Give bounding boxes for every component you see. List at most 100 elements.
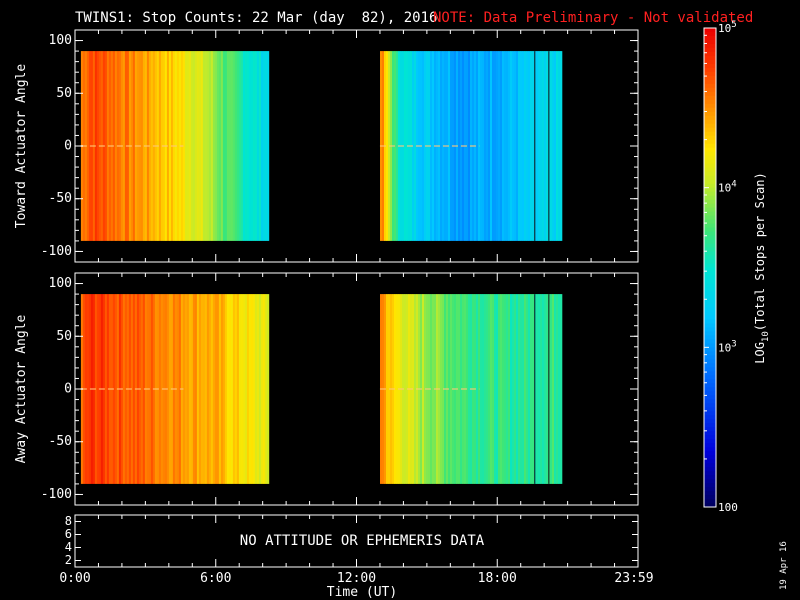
heatmap-cell: [484, 51, 487, 241]
chart-title: TWINS1: Stop Counts: 22 Mar (day 82), 20…: [75, 10, 437, 26]
colorbar-cell: [704, 79, 716, 85]
heatmap-cell: [484, 294, 487, 484]
heatmap-cell: [212, 294, 216, 484]
heatmap-cell: [430, 294, 433, 484]
heatmap-cell: [488, 294, 491, 484]
colorbar-label-main: LOG: [753, 342, 767, 364]
colorbar-cell: [704, 231, 716, 237]
colorbar-cell: [704, 423, 716, 428]
colorbar-cell: [704, 139, 716, 145]
heatmap-cell: [186, 51, 190, 241]
heatmap-cell: [506, 51, 509, 241]
colorbar-cell: [704, 343, 716, 348]
colorbar-cell: [704, 47, 716, 53]
colorbar-cell: [704, 243, 716, 249]
heatmap-cell: [230, 294, 234, 484]
colorbar-tick-base: 10: [718, 341, 731, 354]
heatmap-cell: [236, 294, 240, 484]
heatmap-cell: [210, 51, 214, 241]
y-tick-label: 100: [49, 276, 72, 291]
heatmap-cell: [150, 294, 154, 484]
colorbar-cell: [704, 87, 716, 93]
colorbar-cell: [704, 183, 716, 189]
heatmap-cell: [450, 294, 453, 484]
heatmap-cell: [254, 51, 258, 241]
colorbar-cell: [704, 431, 716, 436]
heatmap-cell: [246, 294, 250, 484]
colorbar-cell: [704, 363, 716, 368]
heatmap-cell: [212, 51, 216, 241]
colorbar-cell: [704, 359, 716, 364]
heatmap-cell: [522, 51, 525, 241]
heatmap-cell: [512, 294, 515, 484]
colorbar-cell: [704, 463, 716, 468]
colorbar-cell: [704, 267, 716, 272]
heatmap-cell: [414, 294, 417, 484]
heatmap-cell: [412, 294, 415, 484]
heatmap-cell: [386, 294, 389, 484]
colorbar-cell: [704, 271, 716, 276]
heatmap-cell: [260, 51, 264, 241]
colorbar-cell: [704, 435, 716, 440]
colorbar-cell: [704, 71, 716, 77]
heatmap-cell: [496, 51, 499, 241]
colorbar-cell: [704, 443, 716, 448]
heatmap-cell: [226, 294, 230, 484]
date-stamp: 19 Apr 16: [779, 541, 789, 590]
heatmap-cell: [264, 294, 268, 484]
heatmap-cell: [168, 51, 172, 241]
heatmap-cell: [496, 294, 499, 484]
toward-actuator-panel: 100 50 0 -50 -100 Toward Actuator Angle: [14, 29, 639, 263]
heatmap-cell: [94, 294, 98, 484]
heatmap-cell: [528, 51, 531, 241]
heatmap-cell: [466, 51, 469, 241]
heatmap-cell: [538, 294, 541, 484]
heatmap-cell: [440, 294, 443, 484]
heatmap-cell: [158, 294, 162, 484]
heatmap-cell: [546, 51, 549, 241]
heatmap-cell: [490, 51, 493, 241]
colorbar-cell: [704, 143, 716, 149]
preliminary-note: NOTE: Data Preliminary - Not validated: [433, 10, 753, 26]
colorbar-cell: [704, 399, 716, 404]
heatmap-cell: [222, 294, 226, 484]
heatmap-cell: [132, 294, 136, 484]
heatmap-cell: [202, 294, 206, 484]
heatmap-cell: [530, 294, 533, 484]
heatmap-cell: [200, 51, 204, 241]
y-axis-label: Away Actuator Angle: [14, 314, 29, 463]
colorbar-cell: [704, 151, 716, 157]
heatmap-cell: [528, 294, 531, 484]
colorbar-tick-exp: 5: [731, 20, 736, 30]
heatmap-cell: [148, 294, 152, 484]
heatmap-cell: [412, 51, 415, 241]
colorbar-cell: [704, 83, 716, 89]
heatmap-cell: [192, 51, 196, 241]
heatmap-cell: [214, 294, 218, 484]
heatmap-cell: [96, 294, 100, 484]
y-tick-label: 50: [56, 86, 72, 101]
colorbar-cell: [704, 159, 716, 165]
heatmap-cell: [538, 51, 541, 241]
colorbar-cell: [704, 187, 716, 193]
heatmap-cell: [168, 294, 172, 484]
colorbar-label-sub: 10: [761, 331, 771, 342]
y-tick-label: -100: [41, 244, 72, 259]
heatmap-cell: [150, 51, 154, 241]
colorbar-cell: [704, 495, 716, 500]
heatmap-cell: [198, 294, 202, 484]
heatmap-cell: [182, 294, 186, 484]
heatmap-cell: [96, 51, 100, 241]
colorbar-cell: [704, 491, 716, 496]
heatmap-cell: [524, 294, 527, 484]
heatmap-cell: [188, 51, 192, 241]
heatmap-cell: [414, 51, 417, 241]
colorbar-cell: [704, 55, 716, 61]
y-tick-label: 50: [56, 329, 72, 344]
heatmap-cell: [458, 294, 461, 484]
colorbar-cell: [704, 411, 716, 416]
heatmap-cell: [556, 51, 559, 241]
colorbar-cell: [704, 279, 716, 284]
